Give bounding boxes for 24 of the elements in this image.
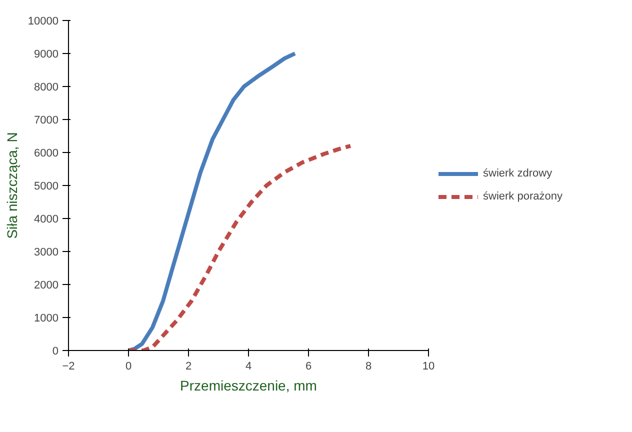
y-tick-label: 0 (52, 346, 59, 358)
x-tick-label: 6 (305, 360, 312, 372)
line-series (126, 144, 352, 350)
y-tick-label: 5000 (34, 180, 59, 192)
x-tick-label: −2 (62, 360, 75, 372)
y-tick-label: 2000 (34, 280, 59, 292)
y-tick-label: 9000 (34, 48, 59, 60)
x-tick-label: 0 (125, 360, 132, 372)
y-tick-label: 8000 (34, 82, 59, 94)
y-tick-label: 10000 (28, 16, 59, 28)
y-tick-label: 4000 (34, 214, 59, 226)
legend-label: świerk zdrowy (483, 168, 552, 180)
x-tick-label: 10 (422, 360, 435, 372)
legend-label: świerk porażony (483, 190, 562, 202)
y-tick-label: 6000 (34, 148, 59, 160)
y-axis-title: Siła niszcząca, N (4, 132, 20, 239)
y-tick-label: 3000 (34, 246, 59, 258)
y-tick-label: 1000 (34, 312, 59, 324)
y-tick-label: 7000 (34, 114, 59, 126)
line-series (126, 52, 297, 350)
x-tick-label: 4 (245, 360, 252, 372)
x-tick-label: 2 (185, 360, 192, 372)
x-tick-label: 8 (365, 360, 372, 372)
x-axis-title: Przemieszczenie, mm (180, 378, 317, 394)
